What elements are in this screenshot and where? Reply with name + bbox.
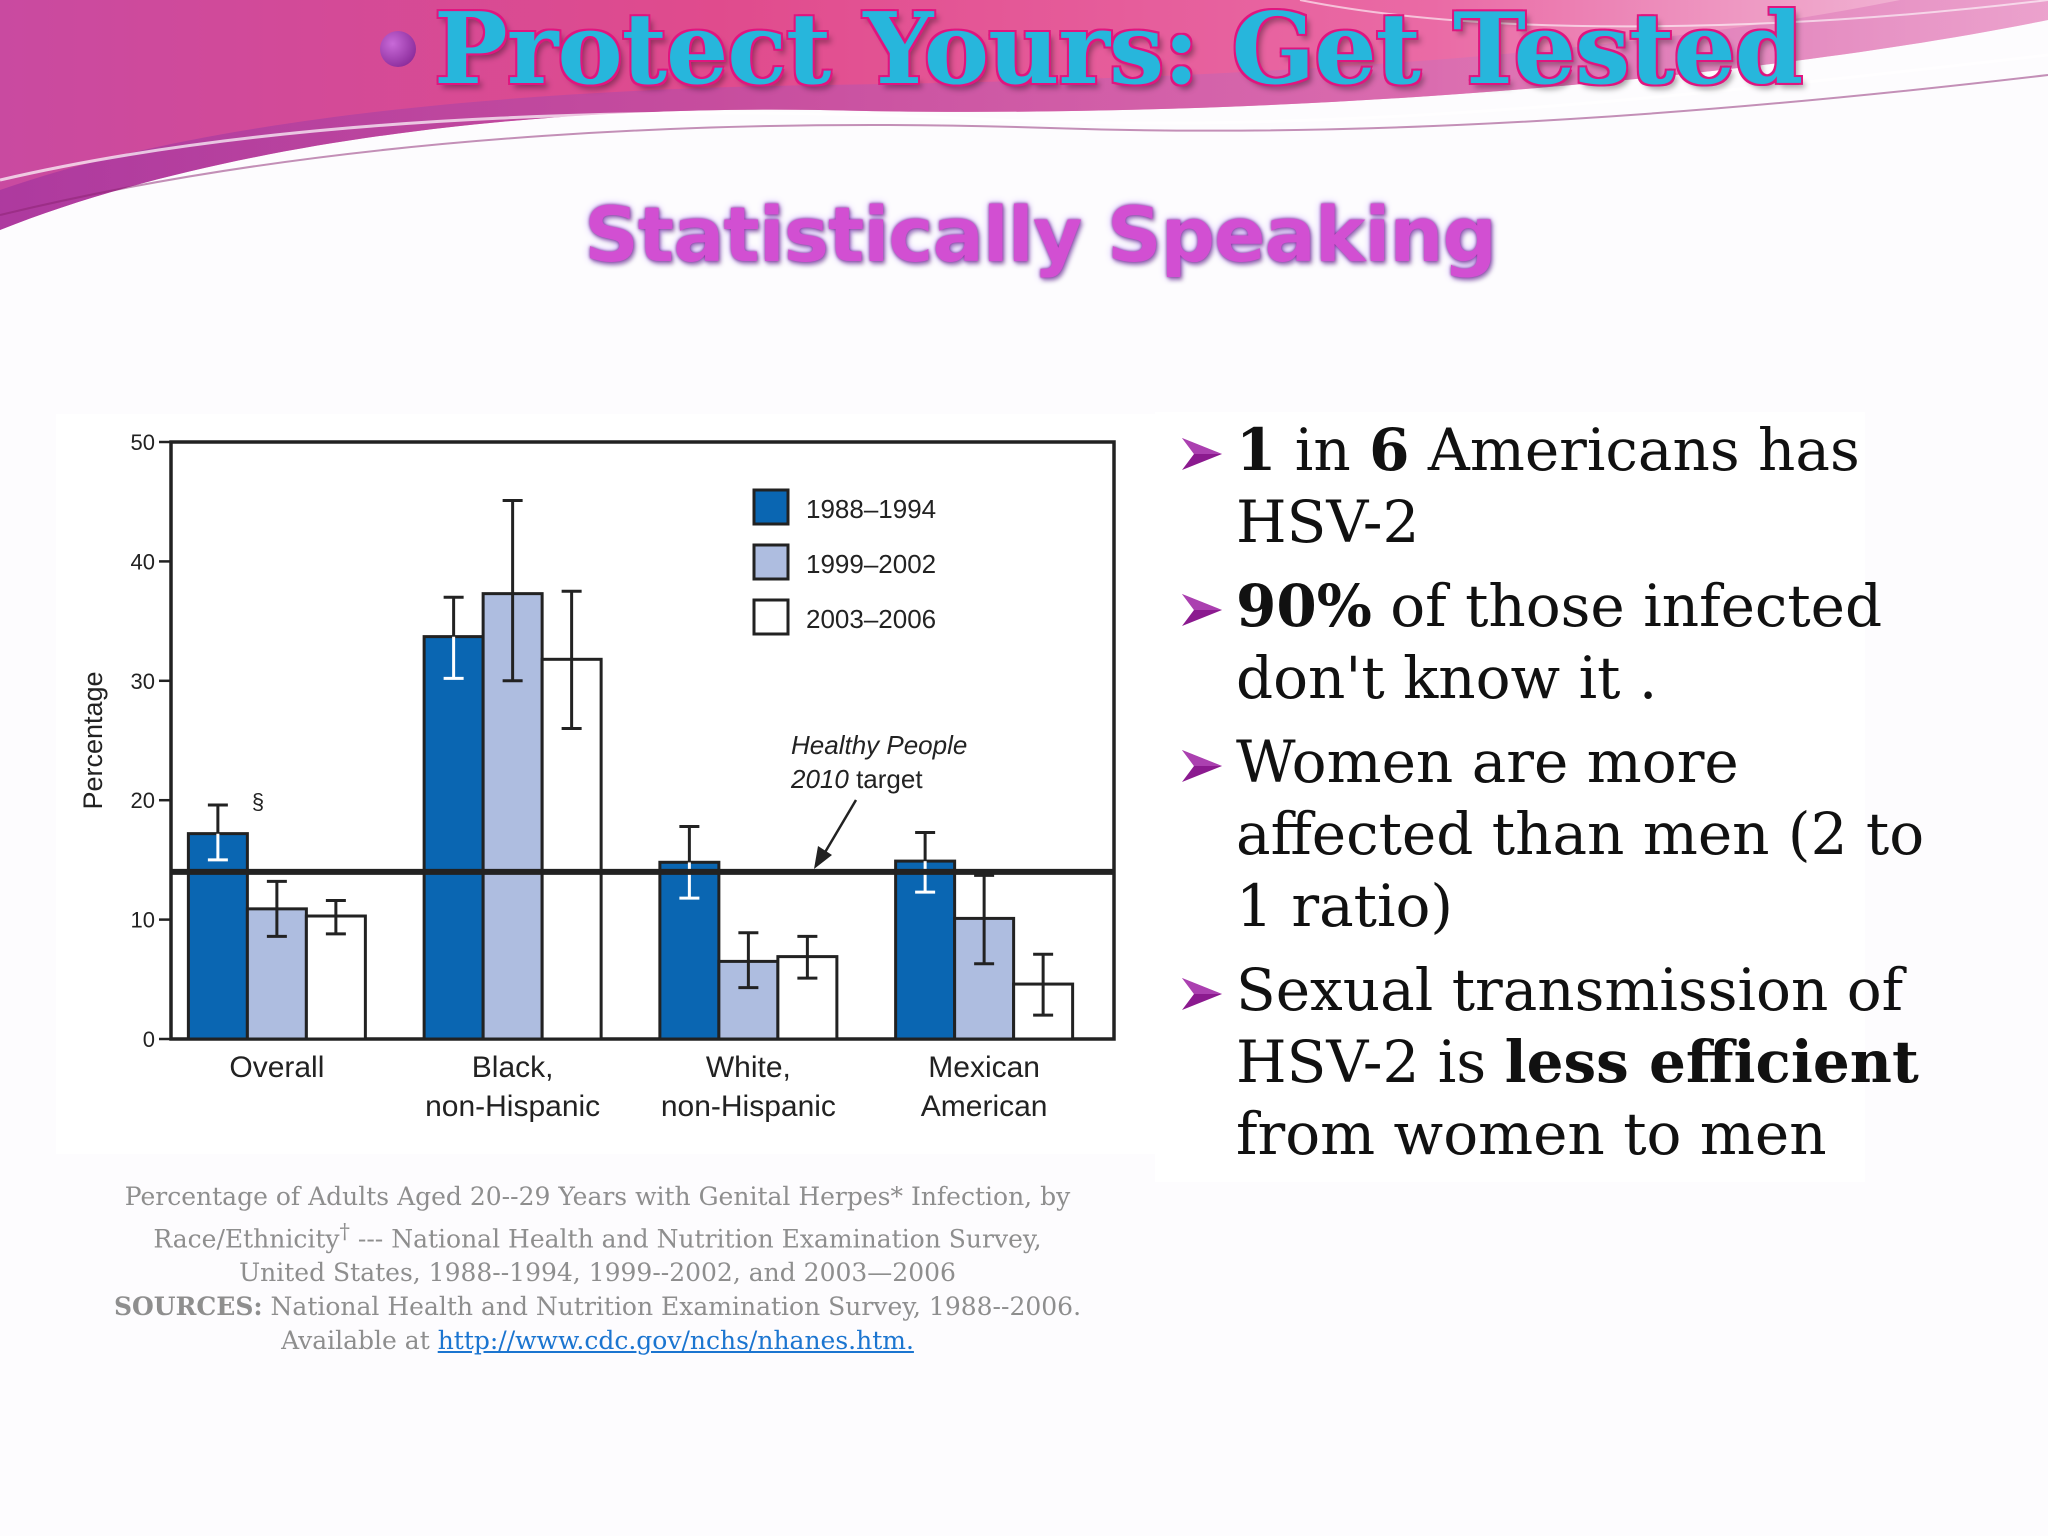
y-tick-label: 0 xyxy=(143,1027,155,1052)
target-label-rest: target xyxy=(849,764,923,794)
footnote-mark: § xyxy=(252,789,264,814)
bullet-item: Women are more affected than men (2 to 1… xyxy=(1170,726,1930,942)
bar-chart: 0 10 20 30 40 50 Percentage Overall Black, non-Hi… xyxy=(78,430,1116,1123)
x-category-label: White, xyxy=(706,1051,791,1084)
bullet-text-part: Americans has HSV-2 xyxy=(1236,416,1860,556)
title-bullet-icon xyxy=(380,31,416,67)
target-label-year: 2010 xyxy=(790,764,849,794)
text-panel xyxy=(1155,412,1865,1182)
arrow-bullet-icon xyxy=(1182,594,1222,626)
bullet-text-part: Women are more affected than men (2 to 1… xyxy=(1236,728,1925,940)
caption-sources: SOURCES: National Health and Nutrition E… xyxy=(80,1290,1115,1324)
legend-swatch xyxy=(752,488,790,526)
y-axis-label: Percentage xyxy=(78,671,108,809)
caption-line-2b: --- National Health and Nutrition Examin… xyxy=(349,1224,1042,1254)
bullet-text-part: from women to men xyxy=(1236,1100,1827,1168)
y-tick-label: 20 xyxy=(131,788,155,813)
legend-label: 2003–2006 xyxy=(806,604,936,634)
legend-label: 1999–2002 xyxy=(806,549,936,579)
target-arrow-head xyxy=(814,846,832,869)
target-label-line2: 2010 target xyxy=(790,764,923,794)
bullet-item: 1 in 6 Americans has HSV-2 xyxy=(1170,414,1930,558)
sources-text: National Health and Nutrition Examinatio… xyxy=(262,1292,1082,1322)
arrow-bullet-icon xyxy=(1182,750,1222,782)
legend-swatch xyxy=(752,543,790,581)
slide-subtitle: Statistically Speaking xyxy=(584,190,1497,279)
y-tick-label: 50 xyxy=(131,430,155,455)
bullet-text-part: in xyxy=(1276,416,1370,484)
x-category-label: Mexican xyxy=(928,1051,1040,1084)
x-category-label: non-Hispanic xyxy=(661,1090,836,1123)
x-category-label: American xyxy=(921,1090,1048,1123)
caption-dagger: † xyxy=(339,1219,350,1243)
header-banner xyxy=(0,0,2048,230)
caption-line-3: United States, 1988--1994, 1999--2002, a… xyxy=(239,1258,956,1288)
caption-line-1: Percentage of Adults Aged 20--29 Years w… xyxy=(124,1182,1071,1211)
legend-swatch xyxy=(752,598,790,636)
bullet-text-part: less efficient xyxy=(1504,1028,1919,1096)
x-category-label: non-Hispanic xyxy=(425,1090,600,1123)
sources-label: SOURCES: xyxy=(113,1292,263,1322)
bar xyxy=(894,859,957,1041)
arrow-bullet-icon xyxy=(1182,438,1222,470)
y-tick-label: 10 xyxy=(131,908,155,933)
target-label-line1: Healthy People xyxy=(791,730,967,760)
y-tick-label: 40 xyxy=(131,549,155,574)
slide-title: Protect Yours: Get Tested xyxy=(434,0,1803,107)
caption-line-2a: Race/Ethnicity xyxy=(153,1224,340,1254)
available-text: Available at xyxy=(281,1326,438,1356)
bullet-list: 1 in 6 Americans has HSV-2 90% of those i… xyxy=(1170,414,1930,1182)
bullet-text-part: 1 xyxy=(1236,416,1277,484)
title-row: Protect Yours: Get Tested xyxy=(380,0,1803,107)
bullet-text-part: Sexual transmission of HSV-2 is xyxy=(1236,956,1904,1096)
bullet-item: Sexual transmission of HSV-2 is less eff… xyxy=(1170,954,1930,1170)
legend-label: 1988–1994 xyxy=(806,494,936,524)
bullet-text-part: 6 xyxy=(1369,416,1410,484)
chart-panel: 0 10 20 30 40 50 Percentage Overall Black, non-Hi… xyxy=(56,414,1156,1154)
y-tick-label: 30 xyxy=(131,669,155,694)
bullet-text-part: of those infected don't know it . xyxy=(1236,572,1883,712)
caption-line-2: Race/Ethnicity† --- National Health and … xyxy=(80,1214,1115,1256)
bar xyxy=(186,832,249,1041)
source-link[interactable]: http://www.cdc.gov/nchs/nhanes.htm. xyxy=(437,1326,914,1356)
chart-caption: Percentage of Adults Aged 20--29 Years w… xyxy=(80,1180,1115,1358)
bar xyxy=(422,635,485,1041)
x-category-label: Overall xyxy=(229,1051,324,1084)
bullet-text-part: 90% xyxy=(1236,572,1372,640)
arrow-bullet-icon xyxy=(1182,978,1222,1010)
x-category-label: Black, xyxy=(472,1051,554,1084)
bullet-item: 90% of those infected don't know it . xyxy=(1170,570,1930,714)
target-arrow-shaft xyxy=(822,799,858,855)
caption-available: Available at http://www.cdc.gov/nchs/nha… xyxy=(80,1324,1115,1358)
